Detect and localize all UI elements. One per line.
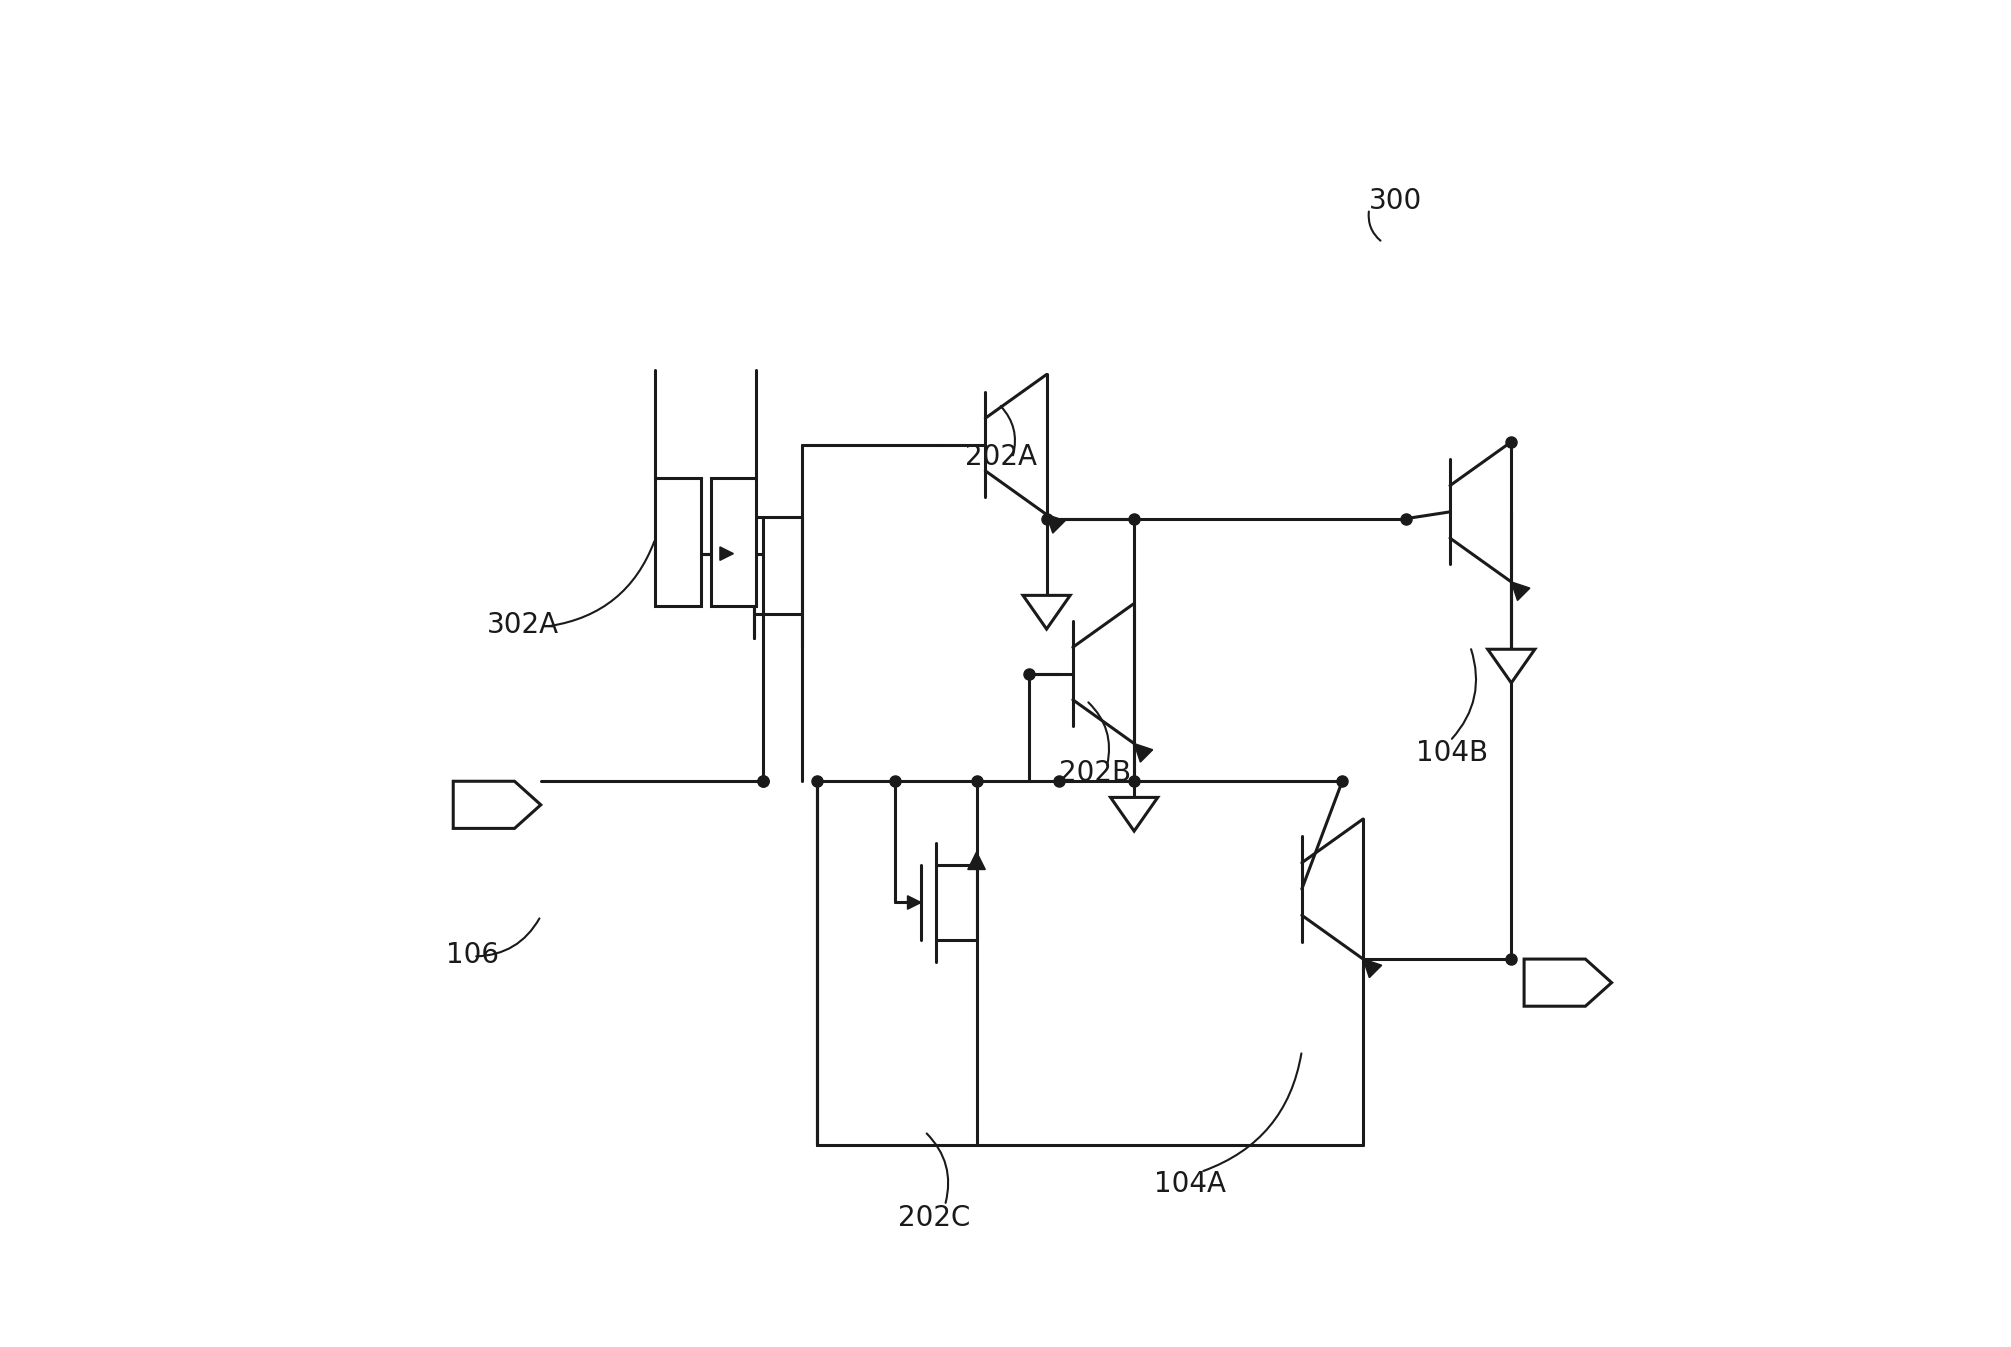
Text: 302A: 302A xyxy=(487,612,559,638)
Polygon shape xyxy=(1134,744,1152,762)
Polygon shape xyxy=(967,851,985,870)
Polygon shape xyxy=(720,547,734,560)
Text: 202A: 202A xyxy=(965,443,1038,470)
Polygon shape xyxy=(1110,797,1158,831)
Text: 202C: 202C xyxy=(897,1204,969,1231)
Bar xyxy=(710,478,756,606)
Text: 106: 106 xyxy=(446,942,499,968)
Polygon shape xyxy=(1488,649,1534,683)
Text: 300: 300 xyxy=(1369,187,1422,214)
Bar xyxy=(656,478,700,606)
Polygon shape xyxy=(1046,515,1066,533)
Polygon shape xyxy=(452,781,541,828)
Polygon shape xyxy=(1512,582,1530,601)
Polygon shape xyxy=(1363,959,1382,978)
Polygon shape xyxy=(1024,595,1070,629)
Text: 104B: 104B xyxy=(1416,740,1488,766)
Text: 202B: 202B xyxy=(1060,760,1132,787)
Polygon shape xyxy=(1524,959,1611,1006)
Text: 104A: 104A xyxy=(1154,1171,1225,1197)
Polygon shape xyxy=(907,896,921,909)
